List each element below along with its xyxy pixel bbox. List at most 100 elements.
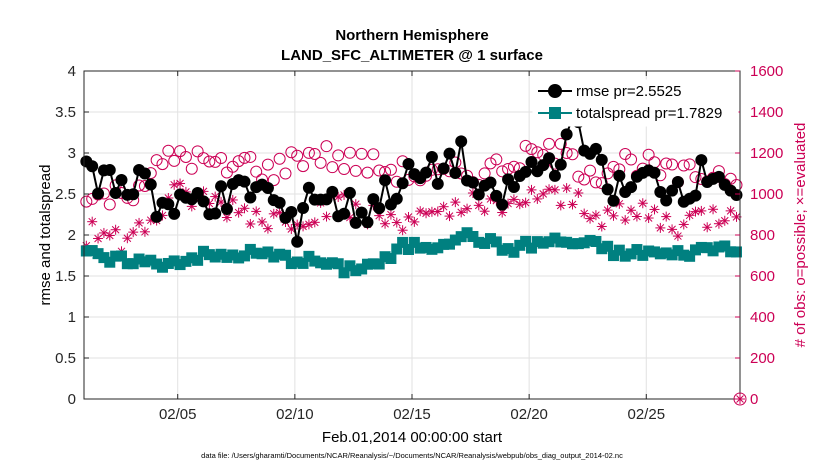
rmse-point <box>215 180 228 193</box>
totalspread-point <box>525 242 537 254</box>
obs-evaluated-point <box>608 210 619 221</box>
totalspread-point <box>408 236 420 248</box>
obs-evaluated-point <box>251 206 262 217</box>
obs-evaluated-point <box>432 206 443 217</box>
totalspread-point <box>250 247 262 259</box>
rmse-point <box>150 210 163 223</box>
rmse-point <box>449 167 462 180</box>
totalspread-point <box>215 248 227 260</box>
obs-possible-point <box>320 140 333 153</box>
totalspread-point <box>221 251 233 263</box>
obs-evaluated-point <box>257 216 268 227</box>
rmse-point <box>625 181 638 194</box>
totalspread-point <box>320 258 332 270</box>
obs-evaluated-point <box>122 233 133 244</box>
totalspread-point <box>590 235 602 247</box>
totalspread-point <box>121 258 133 270</box>
y2-tick-label: 200 <box>750 350 775 367</box>
rmse-point <box>525 156 538 169</box>
y2-axis-label: # of obs: o=possible; ×=evaluated <box>792 123 809 348</box>
obs-possible-point <box>355 147 368 160</box>
totalspread-point <box>443 238 455 250</box>
obs-evaluated-point <box>233 207 244 218</box>
totalspread-point <box>637 249 649 261</box>
totalspread-point <box>420 241 432 253</box>
y-tick-label: 0.5 <box>55 350 76 367</box>
totalspread-point <box>490 236 502 248</box>
obs-evaluated-stroke <box>515 200 524 209</box>
obs-evaluated-point <box>573 187 584 198</box>
totalspread-point <box>631 244 643 256</box>
obs-evaluated-stroke <box>422 209 430 218</box>
obs-evaluated-point <box>385 209 396 220</box>
obs-evaluated-stroke <box>539 190 548 198</box>
rmse-point <box>654 186 667 199</box>
obs-possible-point <box>273 152 286 165</box>
rmse-point <box>361 216 374 229</box>
obs-possible-point <box>197 152 210 165</box>
legend-rmse-marker <box>548 84 562 98</box>
obs-evaluated-stroke <box>580 209 589 218</box>
obs-possible-point <box>478 167 491 180</box>
rmse-point <box>595 153 608 166</box>
totalspread-point <box>373 258 385 270</box>
obs-possible-point <box>689 171 702 184</box>
rmse-point <box>466 176 479 189</box>
y-tick-label: 3.5 <box>55 104 76 121</box>
obs-evaluated-point <box>514 199 525 210</box>
totalspread-point <box>648 246 660 258</box>
obs-possible-point <box>642 148 655 161</box>
obs-possible-point <box>150 154 163 167</box>
obs-evaluated-point <box>590 210 601 221</box>
obs-possible-point <box>531 146 544 159</box>
obs-evaluated-stroke <box>100 229 108 237</box>
rmse-point <box>671 176 684 189</box>
obs-possible-point <box>80 195 93 208</box>
totalspread-point <box>151 258 163 270</box>
totalspread-point <box>203 249 215 261</box>
obs-possible-point <box>373 164 386 177</box>
obs-evaluated-stroke <box>621 216 630 224</box>
obs-evaluated-stroke <box>609 211 618 220</box>
obs-evaluated-point <box>391 217 402 228</box>
rmse-point <box>273 196 286 209</box>
totalspread-point <box>162 257 174 269</box>
obs-possible-point <box>338 163 351 176</box>
rmse-point <box>543 152 556 165</box>
obs-possible-point <box>660 157 673 170</box>
chart-title: Northern Hemisphere <box>335 27 488 44</box>
obs-possible-point <box>349 164 362 177</box>
obs-evaluated-stroke <box>404 213 413 221</box>
totalspread-point <box>578 237 590 249</box>
obs-evaluated-stroke <box>410 218 419 226</box>
obs-evaluated-point <box>643 213 654 224</box>
obs-evaluated-stroke <box>474 201 483 210</box>
series-layer <box>80 111 743 279</box>
obs-possible-point <box>156 158 169 171</box>
totalspread-point <box>227 249 239 261</box>
rmse-point <box>86 160 99 173</box>
obs-possible-point <box>162 144 175 157</box>
obs-evaluated-stroke <box>480 207 489 216</box>
obs-evaluated-point <box>421 208 432 219</box>
totalspread-point <box>127 258 139 270</box>
obs-evaluated-stroke <box>551 185 559 194</box>
obs-possible-point <box>560 147 573 160</box>
obs-evaluated-stroke <box>674 232 682 240</box>
obs-possible-point <box>332 149 345 162</box>
totalspread-point <box>315 257 327 269</box>
totalspread-point <box>461 227 473 239</box>
rmse-point <box>261 182 274 195</box>
obs-evaluated-stroke <box>129 228 138 236</box>
obs-evaluated-point <box>245 218 256 229</box>
totalspread-point <box>602 240 614 252</box>
obs-evaluated-point <box>139 226 150 237</box>
obs-evaluated-point <box>626 205 637 216</box>
obs-possible-point <box>244 150 257 163</box>
obs-evaluated-stroke <box>240 204 249 213</box>
totalspread-point <box>268 251 280 263</box>
rmse-point <box>162 198 175 211</box>
obs-evaluated-stroke <box>428 207 436 216</box>
obs-evaluated-point <box>696 205 707 216</box>
obs-evaluated-point <box>637 198 648 209</box>
